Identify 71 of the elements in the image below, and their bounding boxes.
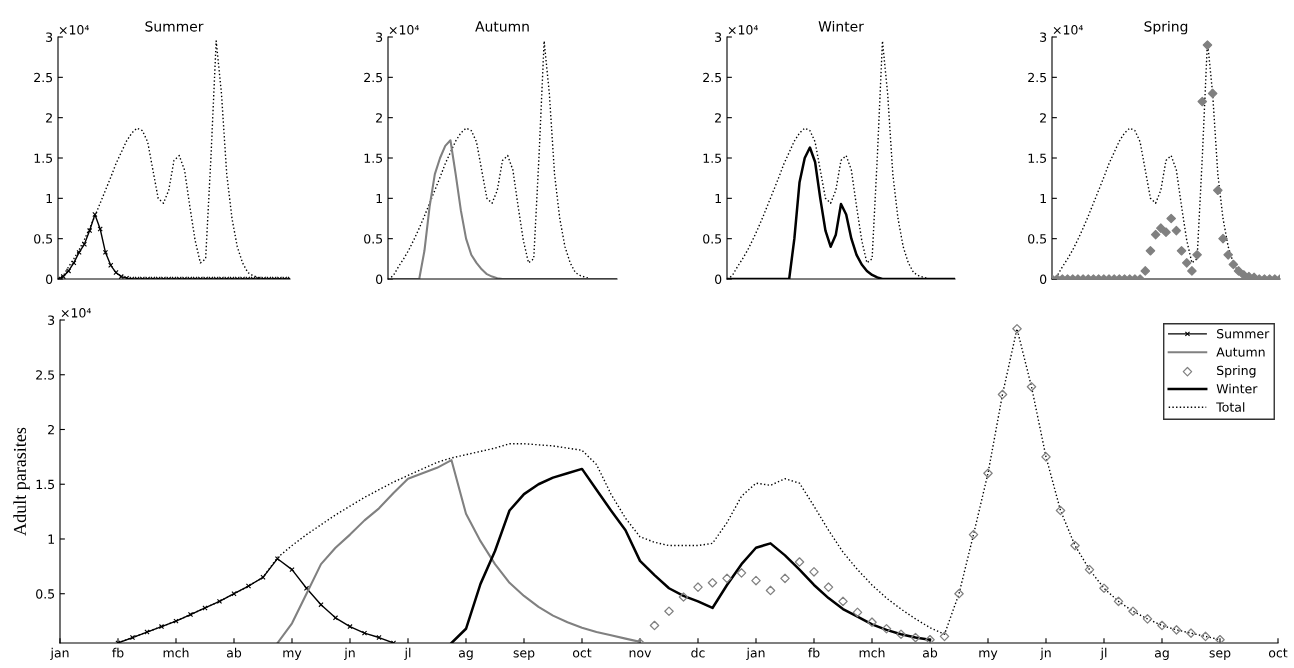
x-tick-label: nov xyxy=(629,650,652,658)
x-tick-label: mch xyxy=(163,647,189,658)
y-tick-label: 0.5 xyxy=(34,234,53,244)
y-tick-label: 1.5 xyxy=(36,479,55,490)
x-tick-label: oct xyxy=(572,648,592,658)
y-tick-label: 1.5 xyxy=(1028,153,1047,163)
text: ×10⁴ xyxy=(61,308,91,318)
legend-label: Spring xyxy=(1217,365,1256,378)
x-tick-label: my xyxy=(979,650,998,660)
y-tick-label: 0.5 xyxy=(364,234,383,244)
chart-title: Spring xyxy=(1144,20,1188,35)
x-tick-label: ab xyxy=(226,647,242,658)
x-tick-label: mch xyxy=(859,647,885,658)
x-tick-label: oct xyxy=(1268,648,1288,658)
y-tick-label: 1 xyxy=(715,193,721,204)
y-tick-label: 3 xyxy=(1040,32,1047,42)
y-tick-label: 2 xyxy=(1040,113,1046,123)
text: ×10⁴ xyxy=(389,25,419,35)
y-tick-label: 2.5 xyxy=(1028,72,1047,83)
legend-label: Autumn xyxy=(1216,347,1265,357)
legend-label: Winter xyxy=(1216,383,1258,394)
y-tick-label: 3 xyxy=(48,315,55,325)
chart-title: Winter xyxy=(818,20,864,32)
x-tick-label: dc xyxy=(691,647,705,658)
y-tick-label: 1.5 xyxy=(34,153,53,163)
y-tick-label: 1 xyxy=(376,193,382,204)
text: ×10⁴ xyxy=(728,25,758,35)
y-tick-label: 1.5 xyxy=(703,153,722,163)
x-tick-label: ab xyxy=(922,647,938,658)
x-tick-label: fb xyxy=(112,647,124,658)
y-tick-label: 2.5 xyxy=(36,370,55,380)
x-tick-label: jan xyxy=(50,647,69,660)
legend-label: Total xyxy=(1216,402,1245,412)
x-tick-label: jl xyxy=(1100,647,1107,660)
x-tick-label: my xyxy=(283,650,302,660)
y-tick-label: 3 xyxy=(376,32,383,42)
y-tick-label: 2 xyxy=(46,113,52,123)
x-tick-label: jl xyxy=(404,647,411,660)
y-tick-label: 1 xyxy=(48,534,54,544)
x-tick-label: jn xyxy=(344,647,355,660)
y-tick-label: 0.5 xyxy=(36,589,55,599)
x-tick-label: sep xyxy=(1209,650,1231,660)
x-tick-label: fb xyxy=(808,647,820,658)
y-tick-label: 2.5 xyxy=(364,72,383,83)
y-tick-label: 3 xyxy=(715,32,722,42)
y-tick-label: 1.5 xyxy=(364,153,383,163)
y-tick-label: 2.5 xyxy=(34,72,53,83)
x-tick-label: ag xyxy=(458,650,473,660)
x-tick-label: jn xyxy=(1040,647,1051,660)
y-tick-label: 2.5 xyxy=(703,72,722,83)
x-tick-label: jan xyxy=(746,647,765,660)
x-tick-label: sep xyxy=(513,650,535,660)
y-tick-label: 1 xyxy=(1040,193,1046,204)
x-tick-label: ag xyxy=(1154,650,1169,660)
y-tick-label: 2 xyxy=(376,113,382,123)
y-tick-label: 0.5 xyxy=(703,234,722,244)
legend-label: Summer xyxy=(1217,328,1270,339)
y-tick-label: 0 xyxy=(376,274,383,284)
y-tick-label: 1 xyxy=(46,193,52,204)
chart-title: Autumn xyxy=(475,21,529,32)
y-axis-title: Adult parasites xyxy=(13,427,30,536)
y-tick-label: 3 xyxy=(46,32,53,42)
y-tick-label: 2 xyxy=(48,424,54,435)
y-tick-label: 0 xyxy=(715,274,722,284)
y-tick-label: 0.5 xyxy=(1028,234,1047,244)
y-tick-label: 0 xyxy=(46,274,53,284)
chart-title: Summer xyxy=(145,21,204,32)
y-tick-label: 0 xyxy=(1040,274,1047,284)
text: ×10⁴ xyxy=(59,25,89,35)
y-tick-label: 2 xyxy=(715,113,721,123)
text: ×10⁴ xyxy=(1053,25,1083,35)
